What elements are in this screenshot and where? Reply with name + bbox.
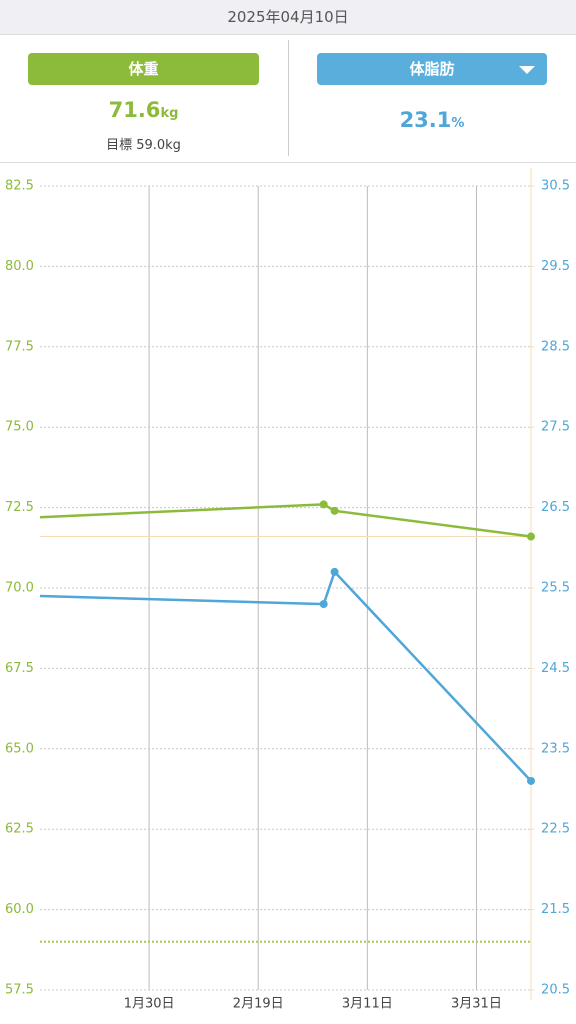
y-tick-label: 60.0 [5,902,34,917]
y2-tick-label: 22.5 [541,822,570,837]
body-fat-unit: % [451,116,465,131]
body-fat-number: 23.1 [399,108,452,132]
y-tick-label: 80.0 [5,259,34,274]
date-header: 2025年04月10日 [0,0,576,35]
y2-tick-label: 24.5 [541,661,570,676]
y2-tick-label: 20.5 [541,983,570,998]
data-point [527,532,535,541]
weight-unit: kg [160,106,179,121]
y-tick-label: 70.0 [5,581,34,596]
y-tick-label: 77.5 [5,339,34,354]
body-fat-dropdown[interactable]: 体脂肪 [317,53,547,85]
y2-tick-label: 25.5 [541,581,570,596]
summary-panel: 体重 71.6kg 目標 59.0kg 体脂肪 23.1% [0,35,576,163]
weight-goal: 目標 59.0kg [106,138,181,153]
weight-number: 71.6 [108,98,161,122]
y2-tick-label: 23.5 [541,741,570,756]
data-point [527,776,535,785]
body-fat-value: 23.1% [317,108,547,132]
y2-tick-label: 29.5 [541,259,570,274]
y2-tick-label: 30.5 [541,179,570,194]
series-line [39,503,532,538]
data-point [319,500,328,509]
y-tick-label: 57.5 [5,983,34,998]
chart: 57.5 60.0 62.5 65.0 67.5 70.0 72.5 75.0 77.5 80.0… [5,168,570,1012]
y2-tick-label: 27.5 [541,420,570,435]
x-tick-label: 3月11日 [342,997,393,1012]
y-tick-label: 62.5 [5,822,34,837]
dropdown-arrow [519,66,535,74]
y-tick-label: 72.5 [5,500,34,515]
divider [288,40,289,156]
weight-value: 71.6kg [28,98,259,122]
body-fat-label: 体脂肪 [409,60,455,78]
data-point [330,506,339,515]
data-point [330,567,339,576]
x-tick-label: 2月19日 [233,997,284,1012]
x-tick-label: 3月31日 [451,997,502,1012]
y-tick-label: 75.0 [5,420,34,435]
series-line [39,569,532,782]
y-tick-label: 67.5 [5,661,34,676]
y2-tick-label: 26.5 [541,500,570,515]
y2-tick-label: 21.5 [541,902,570,917]
x-tick-label: 1月30日 [124,997,175,1012]
weight-button[interactable]: 体重 [28,53,259,85]
y-tick-label: 82.5 [5,179,34,194]
data-point [319,600,328,609]
y2-tick-label: 28.5 [541,339,570,354]
y-tick-label: 65.0 [5,741,34,756]
